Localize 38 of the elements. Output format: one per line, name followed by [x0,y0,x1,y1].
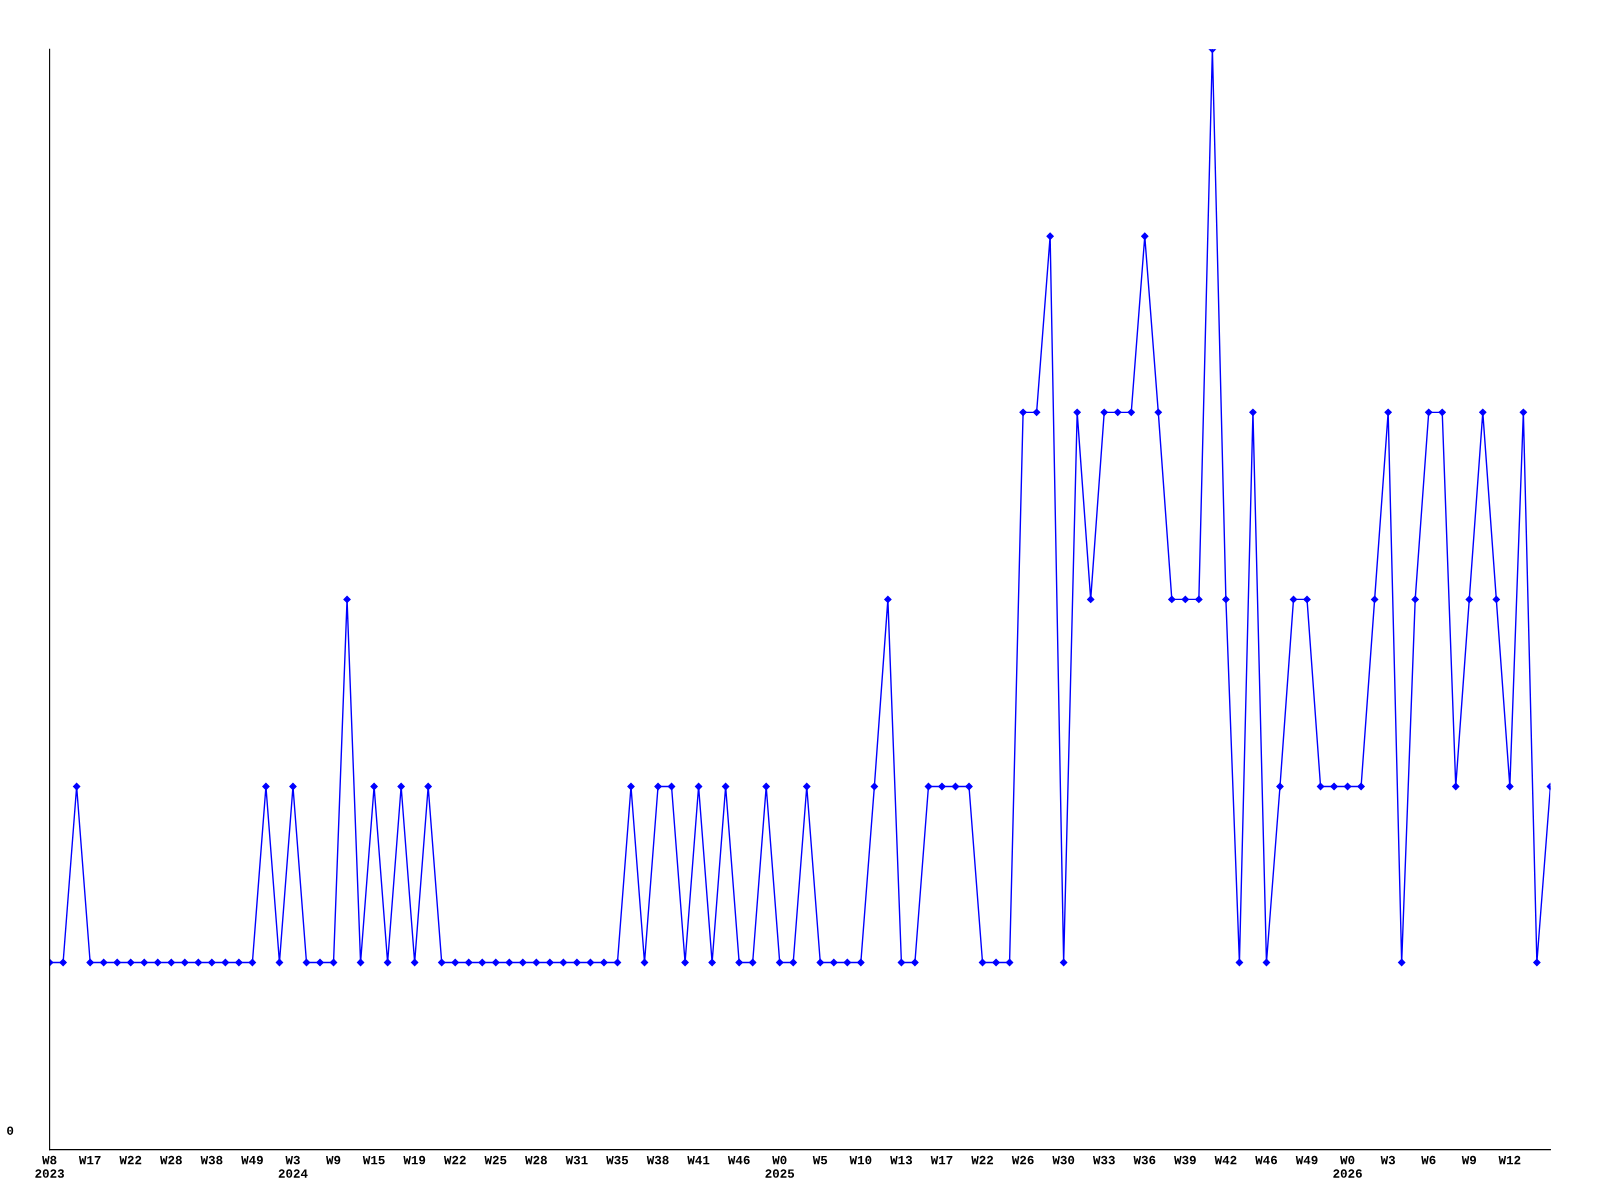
text: 0 [7,1126,14,1135]
x-tick-label: W28 [160,1155,182,1165]
x-tick-label: W0 2026 [1333,1155,1362,1178]
x-tick-label: W25 [484,1155,507,1165]
x-tick-label: W49 [241,1155,263,1165]
x-tick-label: W12 [1498,1155,1521,1165]
x-tick-label: W46 [727,1155,750,1165]
x-tick-label: W17 [930,1155,953,1165]
x-tick-label: W13 [890,1155,913,1165]
x-tick-label: W6 [1421,1155,1436,1165]
x-tick-label: W8 2023 [35,1155,64,1178]
x-tick-label: W22 [443,1155,466,1165]
x-tick-label: W38 [646,1155,669,1165]
x-tick-label: W46 [1255,1155,1278,1165]
x-tick-label: W35 [606,1155,629,1165]
x-tick-label: W15 [362,1155,385,1165]
x-tick-label: W31 [565,1155,588,1165]
x-tick-label: W22 [119,1155,142,1165]
x-tick-label: W9 [326,1155,341,1165]
x-tick-label: W26 [1011,1155,1034,1165]
x-tick-label: W5 [812,1155,828,1165]
x-tick-label: W36 [1133,1155,1156,1165]
x-tick-label: W33 [1092,1155,1115,1165]
x-tick-label: W0 2025 [765,1155,795,1178]
x-tick-label: W41 [687,1155,710,1165]
x-tick-label: W10 [849,1155,872,1165]
x-tick-label: W22 [971,1155,994,1165]
x-tick-label: W19 [403,1155,426,1165]
x-tick-label: W49 [1295,1155,1318,1165]
x-tick-label: W28 [525,1155,547,1165]
x-tick-label: W17 [78,1155,101,1165]
x-tick-label: W9 [1461,1155,1477,1165]
x-tick-label: W42 [1214,1155,1237,1165]
x-tick-label: W30 [1052,1155,1075,1165]
x-tick-label: W3 2024 [278,1155,308,1178]
x-tick-label: W39 [1174,1155,1196,1165]
x-tick-label: W3 [1380,1155,1396,1165]
x-tick-label: W38 [200,1155,223,1165]
